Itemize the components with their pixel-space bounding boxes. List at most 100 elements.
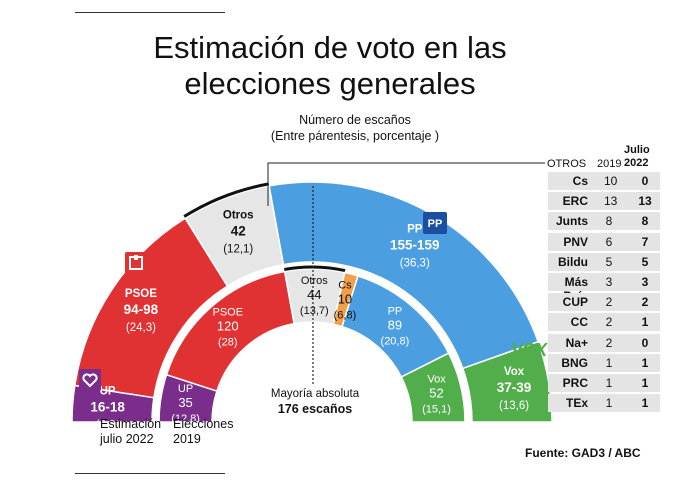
table-cell-party: Na+ [565,335,588,350]
pp-logo-text: PP [427,218,443,230]
outer-psoe-name-label: PSOE [125,288,157,300]
table-cell-party: CC [570,315,588,330]
outer-vox-name-label: Vox [504,366,525,378]
majority-note: Mayoría absoluta 176 escaños [265,387,365,418]
inner-psoe-seats-label: 120 [217,319,239,334]
table-row-prc: PRC 1 1 [548,374,660,392]
caption-outer-line-1: Estimación [100,417,162,431]
caption-outer: Estimación julio 2022 [100,417,161,447]
table-cell-v2019: 8 [605,214,613,229]
table-row-erc: ERC 13 13 [548,192,660,211]
table-cell-party: ERC [562,194,588,209]
vox-logo-icon: VOX [511,340,547,360]
outer-pp-pct-label: (36,3) [400,258,430,270]
table-cell-v2019: 13 [604,194,618,209]
caption-inner-line-2: 2019 [173,432,201,446]
outer-vox-seats-label: 37-39 [497,380,532,395]
table-cell-party: TEx [565,396,588,411]
inner-psoe-name-label: PSOE [212,307,243,319]
outer-otros-name-label: Otros [223,210,254,222]
table-row-cc: CC 2 1 [548,313,660,332]
table-cell-v2022: 1 [641,396,649,411]
caption-inner: Elecciones 2019 [173,417,233,447]
table-cell-v2019: 2 [605,295,613,310]
chart-title: Estimación de voto en las elecciones gen… [153,30,507,101]
table-cell-v2022: 2 [641,295,649,310]
bottom-rule [75,473,225,474]
inner-pp-pct-label: (20,8) [381,335,410,347]
arc-group [71,181,553,423]
table-row-bng: BNG 1 1 [548,353,660,372]
outer-slice-vox [461,340,553,423]
up-logo-icon [79,369,101,391]
outer-slice-pp [268,181,540,370]
table-cell-v2019: 5 [605,254,613,269]
table-cell-party: PNV [563,234,588,249]
caption-outer-line-2: julio 2022 [100,432,154,446]
inner-cs-name-label: Cs [338,279,352,291]
table-cell-v2019: 1 [605,355,613,370]
table-row-junts: Junts 8 8 [548,212,660,231]
inner-vox-name-label: Vox [427,373,446,385]
table-cell-v2019: 2 [605,315,613,330]
inner-vox-pct-label: (15,1) [422,403,451,415]
table-row-tex: TEx 1 1 [548,394,660,413]
chart-subtitle: Número de escaños (Entre párentesis, por… [220,112,490,144]
table-cell-party: Cs [572,174,588,188]
outer-up-pct-label: (8,9) [96,419,120,431]
subtitle-line-2: (Entre párentesis, porcentaje ) [270,129,440,143]
table-cell-v2022: 7 [641,234,649,249]
table-row-cup: CUP 2 2 [548,293,660,312]
table-cell-v2022: 13 [638,194,652,209]
table-cell-v2019: 10 [604,174,618,188]
table-cell-v2022: 8 [641,214,649,229]
table-row-bildu: Bildu 5 5 [548,252,660,271]
table-cell-party: Bildu [558,254,588,269]
inner-up-pct-label: (12,8) [171,413,200,425]
table-header-2019: 2019 [597,158,622,170]
psoe-logo-icon [125,252,147,274]
outer-psoe-seats-label: 94-98 [124,302,159,317]
table-cell-party: BNG [561,355,588,370]
label-group: UP 16-18 (8,9) PSOE 94-98 (24,3) Otros 42 (12,1)… [90,162,545,431]
outer-up-seats-label: 16-18 [90,399,125,414]
table-cell-v2022: 5 [641,254,649,269]
table-cell-v2019: 1 [605,376,613,390]
table-cell-party: Junts [555,214,588,229]
table-cell-party: PRC [562,376,588,390]
outer-vox-pct-label: (13,6) [499,400,529,412]
majority-label: Mayoría absoluta [270,388,360,400]
table-cell-v2022: 1 [641,376,649,390]
table-cell-v2022: 0 [641,335,649,350]
caption-inner-line-1: Elecciones [173,417,234,431]
top-rule [75,12,225,13]
inner-otros-name-label: Otros [301,275,328,287]
inner-otros-seats-label: 44 [307,287,321,302]
outer-otros-outline [183,182,270,218]
inner-psoe-pct-label: (28) [218,337,238,349]
table-header-2022: 2022 [624,157,649,169]
pp-logo-icon: PP [423,212,447,234]
majority-value: 176 escaños [277,402,353,416]
table-row-na: Na+ 2 0 [548,333,660,352]
outer-otros-pct-label: (12,1) [223,244,253,256]
table-cell-v2019: 6 [605,234,613,249]
inner-pp-seats-label: 89 [388,317,402,332]
inner-up-name-label: UP [178,383,193,395]
inner-otros-outline [284,265,346,273]
table-row-m-s-pa-s: Más País33 [548,273,660,303]
table-row-cs: Cs 10 0 [548,172,660,190]
table-cell-party: CUP [562,295,588,310]
table-cell-v2022: 1 [641,315,649,330]
inner-cs-seats-label: 10 [338,291,352,306]
inner-slice-vox [400,352,466,423]
inner-up-seats-label: 35 [178,395,192,410]
inner-otros-pct-label: (13,7) [300,305,329,317]
outer-pp-seats-label: 155-159 [390,238,440,253]
table-header-julio: Julio [624,144,650,156]
outer-pp-name-label: PP [407,224,423,236]
inner-vox-seats-label: 52 [429,385,443,400]
table-cell-v2019: 2 [605,335,613,350]
table-cell-v2019: 3 [605,275,613,289]
